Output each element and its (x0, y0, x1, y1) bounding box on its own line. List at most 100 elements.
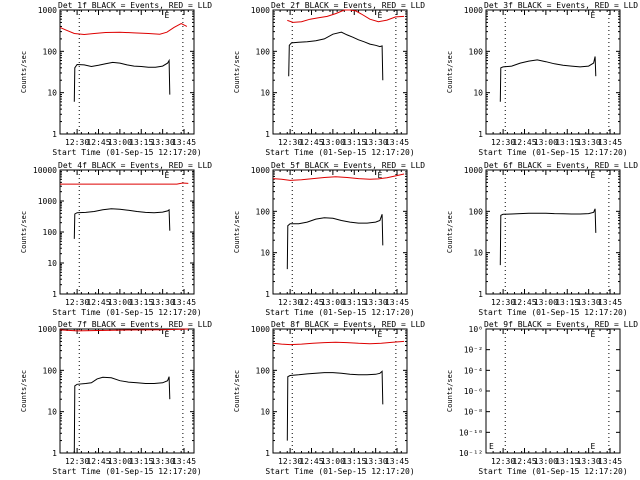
y-tick-label: 1000 (464, 166, 483, 175)
e-marker: E (165, 11, 170, 20)
x-tick-label: 13:45 (598, 298, 622, 307)
y-tick-label: 10 (47, 259, 57, 268)
x-axis-label: Start Time (01-Sep-15 12:17:20) (265, 148, 414, 157)
plot-frame (59, 169, 195, 295)
y-tick-label: 1 (52, 449, 57, 458)
series-events (73, 376, 171, 454)
y-tick-label: 1000 (251, 6, 270, 15)
panel-det-2f: Det 2f BLACK = Events, RED = LLD 1 10 100 10… (233, 1, 425, 157)
x-tick-label: 12:45 (299, 457, 323, 466)
x-tick-label: 12:30 (491, 298, 515, 307)
panel-det-8f: Det 8f BLACK = Events, RED = LLD 1 10 100 10… (233, 320, 425, 476)
y-tick-label: 100 (469, 47, 484, 56)
x-tick-label: 12:30 (278, 138, 302, 147)
x-tick-label: 13:00 (321, 138, 345, 147)
panel-det-9f: Det 9f BLACK = Events, RED = LLD 10⁻¹² 10⁻… (446, 320, 638, 476)
y-axis-label: Counts/sec (20, 370, 28, 412)
y-tick-label: 100 (256, 47, 271, 56)
y-tick-label: 1 (478, 290, 483, 299)
x-tick-label: 13:00 (108, 298, 132, 307)
x-tick-label: 13:30 (151, 457, 175, 466)
x-tick-label: 12:30 (65, 138, 89, 147)
y-axis-label: Counts/sec (446, 51, 454, 93)
series-lld (59, 328, 189, 332)
panel-title: Det 2f BLACK = Events, RED = LLD (271, 1, 425, 10)
y-tick-label: 1 (265, 449, 270, 458)
panel-title: Det 4f BLACK = Events, RED = LLD (58, 161, 212, 170)
panel-det-5f: Det 5f BLACK = Events, RED = LLD 1 10 100 10… (233, 161, 425, 317)
x-tick-label: 13:45 (172, 298, 196, 307)
x-tick-label: 13:00 (321, 298, 345, 307)
y-tick-label: 10⁰ (469, 325, 483, 334)
x-tick-label: 13:45 (598, 138, 622, 147)
y-axis-label: Counts/sec (20, 211, 28, 253)
x-tick-label: 13:45 (385, 298, 409, 307)
x-tick-label: 13:15 (555, 138, 579, 147)
x-axis-label: Start Time (01-Sep-15 12:17:20) (478, 308, 627, 317)
x-tick-label: 13:30 (577, 138, 601, 147)
series-events (288, 31, 384, 81)
e-marker-left: E (489, 442, 494, 451)
series-events (73, 58, 171, 102)
x-tick-label: 12:45 (299, 298, 323, 307)
x-tick-label: 13:30 (364, 138, 388, 147)
x-tick-label: 13:30 (364, 457, 388, 466)
e-marker: E (591, 330, 596, 339)
x-tick-label: 12:30 (278, 298, 302, 307)
panel-title: Det 8f BLACK = Events, RED = LLD (271, 320, 425, 329)
series-events (286, 370, 384, 441)
x-tick-label: 13:30 (364, 298, 388, 307)
y-tick-label: 1 (52, 130, 57, 139)
x-tick-label: 13:15 (129, 298, 153, 307)
x-tick-label: 13:00 (534, 138, 558, 147)
y-tick-label: 10 (473, 249, 483, 258)
panel-title: Det 6f BLACK = Events, RED = LLD (484, 161, 638, 170)
y-tick-label: 1 (265, 290, 270, 299)
y-tick-label: 10⁻¹² (459, 449, 483, 458)
y-tick-label: 1000 (251, 166, 270, 175)
e-marker: E (165, 330, 170, 339)
plot-frame (272, 9, 408, 135)
y-tick-label: 10 (47, 408, 57, 417)
x-tick-label: 12:30 (491, 138, 515, 147)
x-tick-label: 13:30 (577, 298, 601, 307)
plot-frame (272, 169, 408, 295)
panel-title: Det 1f BLACK = Events, RED = LLD (58, 1, 212, 10)
x-tick-label: 12:45 (512, 298, 536, 307)
y-axis-label: Counts/sec (446, 211, 454, 253)
panel-title: Det 9f BLACK = Events, RED = LLD (484, 320, 638, 329)
y-axis-label: Counts/sec (20, 51, 28, 93)
panel-title: Det 5f BLACK = Events, RED = LLD (271, 161, 425, 170)
panel-det-3f: Det 3f BLACK = Events, RED = LLD 1 10 100 10… (446, 1, 638, 157)
y-tick-label: 1000 (251, 325, 270, 334)
x-tick-label: 13:15 (129, 457, 153, 466)
series-lld (287, 9, 405, 23)
series-events (499, 208, 597, 266)
x-tick-label: 13:15 (129, 138, 153, 147)
y-axis-label: Counts/sec (233, 51, 241, 93)
y-tick-label: 100 (43, 47, 58, 56)
e-marker: E (165, 171, 170, 180)
x-axis-label: Start Time (01-Sep-15 12:17:20) (478, 148, 627, 157)
y-tick-label: 10 (260, 89, 270, 98)
x-axis-label: Start Time (01-Sep-15 12:17:20) (478, 467, 627, 476)
x-tick-label: 12:45 (86, 457, 110, 466)
y-tick-label: 10⁻⁶ (464, 387, 483, 396)
x-tick-label: 12:45 (299, 138, 323, 147)
y-tick-label: 1 (52, 290, 57, 299)
x-tick-label: 12:45 (86, 138, 110, 147)
x-tick-label: 13:45 (598, 457, 622, 466)
y-tick-label: 10⁻⁸ (464, 408, 483, 417)
y-tick-label: 100 (256, 366, 271, 375)
x-tick-label: 13:45 (172, 457, 196, 466)
panel-title: Det 3f BLACK = Events, RED = LLD (484, 1, 638, 10)
y-tick-label: 100 (469, 207, 484, 216)
x-axis-label: Start Time (01-Sep-15 12:17:20) (265, 308, 414, 317)
y-tick-label: 10⁻² (464, 346, 483, 355)
y-tick-label: 10 (473, 89, 483, 98)
y-tick-label: 100 (43, 366, 58, 375)
plot-frame (59, 9, 195, 135)
y-tick-label: 1000 (464, 6, 483, 15)
x-tick-label: 12:30 (278, 457, 302, 466)
